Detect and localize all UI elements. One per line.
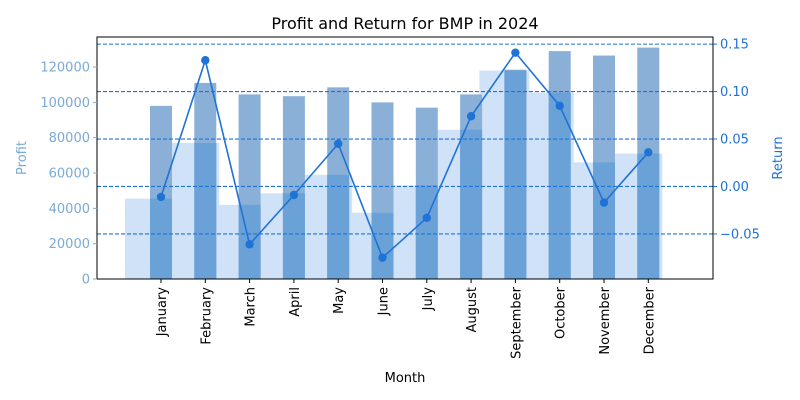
profit-bar-overlap bbox=[150, 198, 172, 279]
profit-bar-overlap bbox=[327, 174, 350, 279]
x-tick-label: February bbox=[199, 287, 214, 345]
x-tick-label: March bbox=[244, 287, 259, 327]
left-tick-label: 120000 bbox=[40, 61, 90, 76]
return-point bbox=[289, 190, 299, 200]
right-tick-label: 0.05 bbox=[720, 133, 749, 148]
x-tick-label: July bbox=[421, 287, 436, 312]
return-point bbox=[245, 240, 254, 249]
return-point bbox=[466, 112, 476, 121]
profit-bar-overlap bbox=[637, 153, 660, 279]
right-tick-label: −0.05 bbox=[720, 227, 760, 242]
x-tick-label: April bbox=[288, 287, 303, 317]
plot-area: 0 20000 40000 60000 80000 100000 120000 −0.05 0.… bbox=[40, 36, 760, 359]
profit-bar-overlap bbox=[593, 162, 615, 279]
return-point bbox=[156, 192, 166, 202]
x-tick-label: November bbox=[598, 286, 613, 354]
x-axis-label: Month bbox=[385, 371, 426, 386]
return-point bbox=[422, 213, 431, 222]
right-tick-label: 0.00 bbox=[720, 180, 749, 195]
chart-title: Profit and Return for BMP in 2024 bbox=[271, 14, 538, 33]
right-tick-label: 0.15 bbox=[720, 38, 749, 53]
left-tick-label: 40000 bbox=[49, 202, 90, 217]
return-point bbox=[201, 56, 210, 65]
profit-bar-overlap bbox=[548, 92, 571, 279]
x-tick-label: September bbox=[509, 286, 524, 359]
x-tick-label: May bbox=[332, 287, 347, 314]
profit-bar-overlap bbox=[194, 142, 217, 279]
profit-bar-overlap bbox=[415, 185, 438, 279]
return-point bbox=[644, 148, 653, 157]
profit-bar-overlap bbox=[504, 70, 527, 279]
profit-bar-overlap bbox=[282, 193, 305, 279]
left-tick-label: 0 bbox=[82, 273, 90, 288]
left-tick-label: 60000 bbox=[49, 167, 90, 182]
plot-frame bbox=[96, 36, 714, 280]
return-line bbox=[160, 51, 649, 260]
profit-bar-overlap bbox=[371, 212, 394, 279]
left-tick-label: 80000 bbox=[49, 131, 90, 146]
return-point bbox=[378, 253, 387, 262]
left-y-axis-label: Profit bbox=[15, 141, 30, 175]
x-tick-label: August bbox=[465, 287, 480, 333]
return-point bbox=[599, 198, 609, 207]
right-tick-label: 0.10 bbox=[720, 85, 749, 100]
left-tick-label: 100000 bbox=[40, 96, 90, 111]
x-tick-label: January bbox=[155, 287, 170, 338]
left-tick-label: 20000 bbox=[49, 237, 90, 252]
profit-bar-overlap bbox=[460, 129, 483, 279]
right-y-axis-label: Return bbox=[771, 136, 786, 179]
return-point bbox=[334, 139, 343, 148]
x-tick-label: December bbox=[642, 286, 657, 354]
x-tick-label: June bbox=[377, 287, 392, 316]
return-point bbox=[555, 101, 564, 111]
x-tick-label: October bbox=[554, 286, 569, 339]
return-point bbox=[511, 48, 520, 57]
